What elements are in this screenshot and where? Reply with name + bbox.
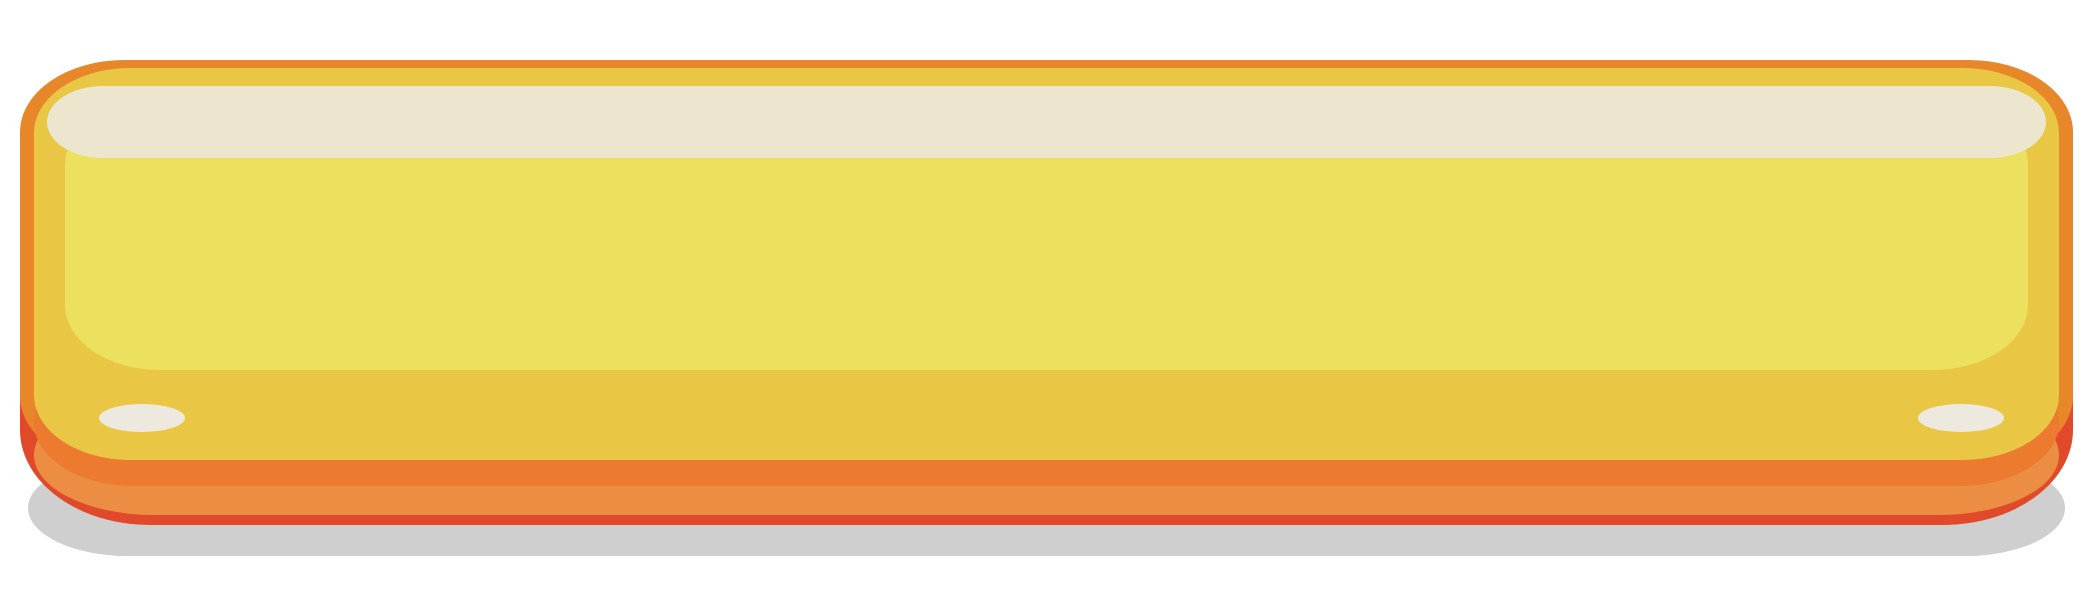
button-inner-face <box>65 100 2028 370</box>
button-gloss <box>47 86 2046 158</box>
highlight-dot-right <box>1918 404 2004 432</box>
highlight-dot-left <box>99 404 185 432</box>
